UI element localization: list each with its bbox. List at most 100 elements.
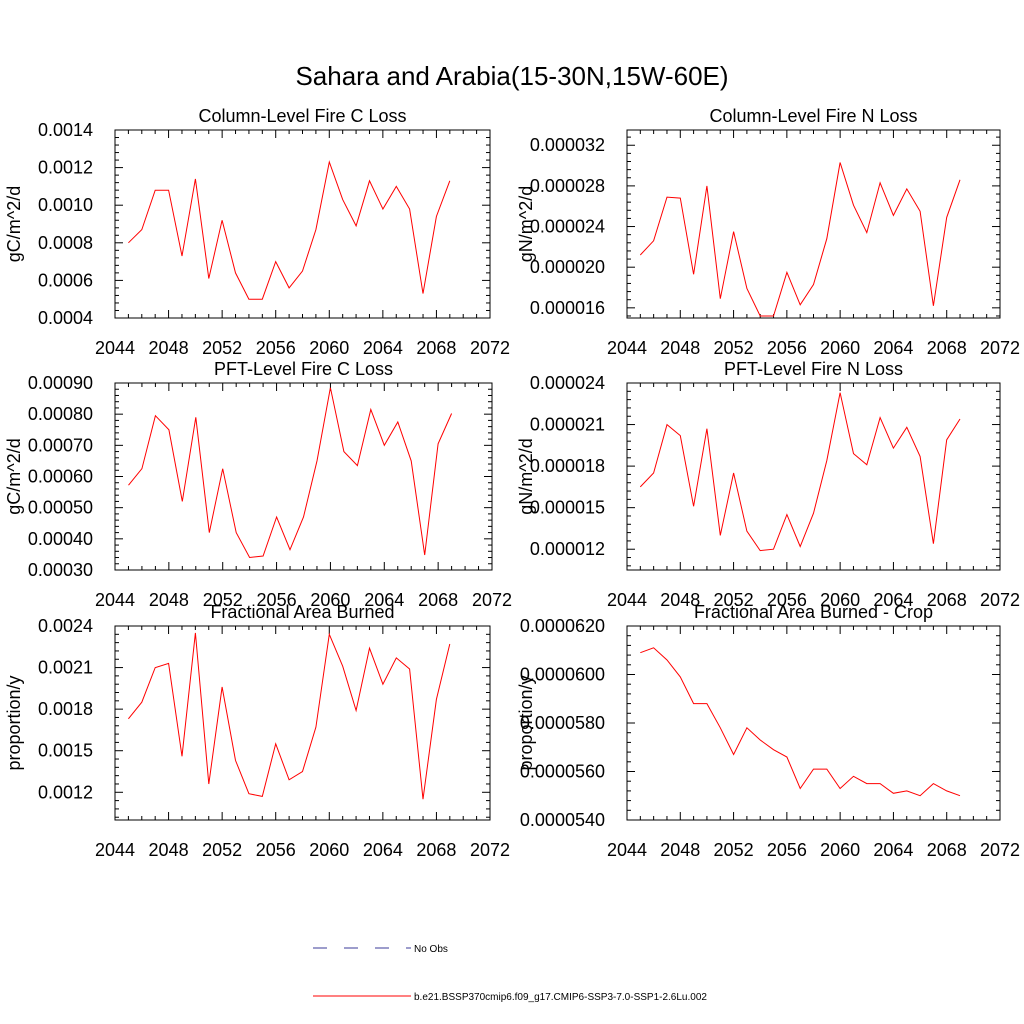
plot-frame [626,382,1001,571]
panel-title: Fractional Area Burned - Crop [694,602,933,622]
x-tick-label: 2068 [416,338,456,358]
plot-frame [114,625,491,821]
series-line [640,647,961,797]
y-tick-label: 0.0012 [38,782,93,802]
x-tick-label: 2052 [203,590,243,610]
x-tick-label: 2056 [256,840,296,860]
y-axis-label: gC/m^2/d [4,438,24,514]
y-tick-label: 0.0006 [38,270,93,290]
y-tick-label: 0.0024 [38,616,93,636]
panel-title: Column-Level Fire C Loss [198,106,406,126]
x-tick-label: 2052 [714,590,754,610]
x-tick-label: 2064 [873,338,913,358]
x-tick-label: 2056 [767,338,807,358]
x-tick-label: 2060 [309,840,349,860]
y-axis-label: gC/m^2/d [4,186,24,262]
series-line [128,387,453,559]
x-tick-label: 2064 [873,840,913,860]
panel-title: Fractional Area Burned [210,602,394,622]
x-tick-label: 2064 [363,840,403,860]
legend-model-label: b.e21.BSSP370cmip6.f09_g17.CMIP6-SSP3-7.… [414,992,707,1003]
series-line [639,392,961,552]
x-tick-label: 2068 [418,590,458,610]
x-tick-label: 2048 [660,840,700,860]
x-tick-label: 2068 [927,338,967,358]
x-tick-label: 2048 [149,590,189,610]
panel-6: Fractional Area Burned - Crop proportion/… [516,602,1020,860]
x-tick-label: 2044 [95,338,135,358]
x-tick-label: 2044 [95,590,135,610]
x-tick-label: 2072 [980,338,1020,358]
x-tick-label: 2052 [714,338,754,358]
plot-frame [626,129,1001,319]
y-tick-label: 0.0000540 [520,810,605,830]
x-tick-label: 2048 [149,840,189,860]
series-line [128,632,451,800]
y-axis-label: gN/m^2/d [516,438,536,514]
y-tick-label: 0.00030 [28,560,93,580]
y-tick-label: 0.0012 [38,158,93,178]
x-tick-label: 2068 [927,840,967,860]
x-tick-label: 2072 [472,590,512,610]
y-tick-label: 0.00090 [28,373,93,393]
figure-title: Sahara and Arabia(15-30N,15W-60E) [295,61,728,91]
y-tick-label: 0.000028 [530,176,605,196]
y-tick-label: 0.0015 [38,741,93,761]
x-tick-label: 2056 [767,840,807,860]
y-tick-label: 0.000018 [530,456,605,476]
y-tick-label: 0.000020 [530,257,605,277]
x-tick-label: 2060 [309,338,349,358]
panel-1: Column-Level Fire C Loss gC/m^2/d 2044 2048… [4,106,510,358]
y-axis-label: proportion/y [516,675,536,770]
plot-frame [114,129,491,319]
x-tick-label: 2052 [202,338,242,358]
y-tick-label: 0.000015 [530,498,605,518]
x-tick-label: 2052 [714,840,754,860]
y-tick-label: 0.000024 [530,217,605,237]
y-tick-label: 0.0018 [38,699,93,719]
x-tick-label: 2044 [607,590,647,610]
x-tick-label: 2048 [660,590,700,610]
x-tick-label: 2056 [256,338,296,358]
y-tick-label: 0.0021 [38,658,93,678]
x-tick-label: 2072 [470,840,510,860]
x-tick-label: 2060 [820,590,860,610]
x-tick-label: 2044 [95,840,135,860]
y-tick-label: 0.0000560 [520,762,605,782]
x-tick-label: 2068 [416,840,456,860]
series-line [128,160,451,300]
y-tick-label: 0.00080 [28,404,93,424]
panel-title: Column-Level Fire N Loss [709,106,917,126]
x-tick-label: 2056 [767,590,807,610]
x-tick-label: 2060 [820,338,860,358]
panel-title: PFT-Level Fire N Loss [724,359,903,379]
y-tick-label: 0.0004 [38,308,93,328]
series-line [639,162,961,317]
panel-4: PFT-Level Fire N Loss gN/m^2/d 2044 2048 205… [516,359,1020,610]
y-tick-label: 0.0010 [38,195,93,215]
x-tick-label: 2064 [873,590,913,610]
y-tick-label: 0.000016 [530,298,605,318]
x-tick-label: 2052 [202,840,242,860]
x-tick-label: 2072 [470,338,510,358]
legend-obs-label: No Obs [414,944,448,955]
y-tick-label: 0.000012 [530,539,605,559]
x-tick-label: 2056 [257,590,297,610]
x-tick-label: 2048 [149,338,189,358]
y-tick-label: 0.0000620 [520,616,605,636]
panel-5: Fractional Area Burned proportion/y 2044 20… [4,602,510,860]
panel-3: PFT-Level Fire C Loss gC/m^2/d 2044 2048 205… [4,359,512,610]
panel-2: Column-Level Fire N Loss gN/m^2/d 2044 2048… [516,106,1020,358]
x-tick-label: 2060 [310,590,350,610]
y-tick-label: 0.000024 [530,373,605,393]
plot-frame [114,382,493,571]
y-tick-label: 0.000021 [530,415,605,435]
x-tick-label: 2072 [980,590,1020,610]
x-tick-label: 2064 [364,590,404,610]
x-tick-label: 2044 [607,338,647,358]
y-axis-label: gN/m^2/d [516,186,536,262]
legend: No Obs b.e21.BSSP370cmip6.f09_g17.CMIP6-… [313,944,707,1003]
y-axis-label: proportion/y [4,675,24,770]
y-tick-label: 0.0000600 [520,665,605,685]
